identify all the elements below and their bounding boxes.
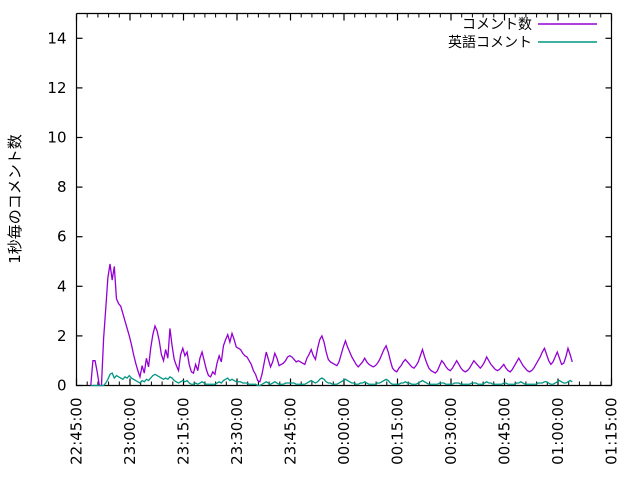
series-line-2 <box>90 372 573 387</box>
y-axis: 0 2 4 6 8 10 12 14 <box>47 29 612 395</box>
x-tick-label: 23:00:00 <box>121 398 139 465</box>
x-axis: 22:45:00 23:00:00 23:15:00 23:30:00 23:45:00… <box>68 13 621 465</box>
y-tick-label: 14 <box>47 29 66 47</box>
data-series-group <box>90 263 573 387</box>
x-tick-label: 23:45:00 <box>282 398 300 465</box>
y-tick-label: 10 <box>47 129 66 147</box>
y-tick-label: 4 <box>57 277 67 295</box>
x-tick-label: 01:00:00 <box>549 398 567 465</box>
x-tick-label: 22:45:00 <box>68 398 86 465</box>
y-tick-label: 12 <box>47 79 66 97</box>
x-tick-label: 00:45:00 <box>496 398 514 465</box>
legend-label-2: 英語コメント <box>448 34 532 51</box>
legend-label-1: コメント数 <box>462 17 532 33</box>
x-tick-label: 23:15:00 <box>175 398 193 465</box>
y-tick-label: 6 <box>57 228 67 246</box>
y-tick-label: 2 <box>57 327 67 345</box>
x-tick-label: 23:30:00 <box>228 398 246 465</box>
x-tick-label: 00:30:00 <box>442 398 460 465</box>
x-tick-label: 00:00:00 <box>335 398 353 465</box>
y-tick-label: 0 <box>57 377 67 395</box>
x-tick-label: 00:15:00 <box>389 398 407 465</box>
plot-frame <box>75 12 613 387</box>
x-tick-label: 01:15:00 <box>603 398 621 465</box>
series-line-1 <box>90 263 573 387</box>
y-axis-title: 1秒毎のコメント数 <box>6 134 24 264</box>
y-tick-label: 8 <box>57 178 67 196</box>
